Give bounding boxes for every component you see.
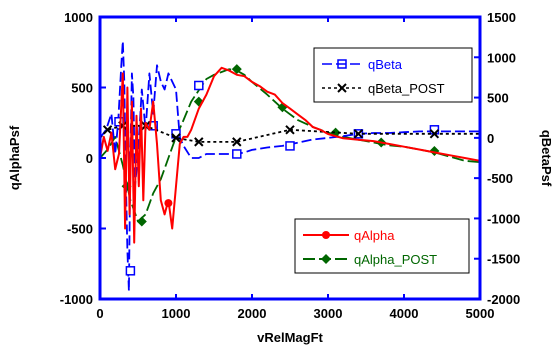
x-tick-label: 4000 xyxy=(390,306,419,321)
legend-top: qBeta qBeta_POST xyxy=(313,47,473,103)
legend-top-box xyxy=(313,47,473,103)
x-tick-label: 5000 xyxy=(466,306,495,321)
series-qalpha-line xyxy=(99,66,481,244)
series-qalpha-marker xyxy=(164,199,173,208)
y-axis-right-title: qBetaPsf xyxy=(539,130,554,187)
y-right-tick-label: 500 xyxy=(487,91,509,106)
legend-qbeta-post-marker xyxy=(337,83,347,93)
y-left-tick-label: -1000 xyxy=(60,292,93,307)
y-right-tick-label: 0 xyxy=(487,131,494,146)
series-qbeta-marker xyxy=(125,266,136,276)
legend-qalpha-marker xyxy=(322,231,330,239)
x-tick-label: 3000 xyxy=(314,306,343,321)
y-axis-left-title: qAlphaPsf xyxy=(7,125,22,190)
x-axis-title: vRelMagFt xyxy=(257,330,323,345)
y-right-tick-label: -1000 xyxy=(487,211,520,226)
legend-qalpha-post-marker xyxy=(321,254,331,264)
x-tick-label: 2000 xyxy=(238,306,267,321)
series-qbeta-post-marker xyxy=(232,137,242,147)
series-qbeta-post-marker xyxy=(171,133,181,143)
y-right-tick-label: -500 xyxy=(487,171,513,186)
series-qalpha-post-line xyxy=(99,68,481,223)
y-left-tick-label: 500 xyxy=(71,81,93,96)
series-qalpha-post-marker xyxy=(231,64,242,75)
series-qbeta-post-marker xyxy=(353,129,364,139)
y-right-tick-label: -1500 xyxy=(487,252,520,267)
legend-qbeta-post-label: qBeta_POST xyxy=(368,81,445,96)
y-left-tick-label: -500 xyxy=(67,222,93,237)
series-qbeta-marker xyxy=(232,149,242,159)
series-qbeta-marker xyxy=(194,80,204,91)
legend-qalpha-post-label: qAlpha_POST xyxy=(354,252,437,267)
series-qbeta-post-marker xyxy=(194,137,204,147)
y-right-tick-label: 1000 xyxy=(487,50,516,65)
y-right-tick-label: 1500 xyxy=(487,10,516,25)
plot-frame xyxy=(98,15,482,301)
legend-bottom-box xyxy=(294,218,470,274)
x-tick-label: 1000 xyxy=(162,306,191,321)
legend-qbeta-label: qBeta xyxy=(368,57,403,72)
x-tick-label: 0 xyxy=(96,306,103,321)
series-qbeta-line xyxy=(99,40,480,292)
series-qbeta-marker xyxy=(285,141,295,151)
series-qbeta-post-marker xyxy=(102,125,113,135)
y-left-tick-label: 0 xyxy=(86,151,93,166)
legend-bottom: qAlpha qAlpha_POST xyxy=(294,218,470,274)
series-qalpha-post-marker xyxy=(136,216,147,227)
legend-qalpha-label: qAlpha xyxy=(354,228,395,243)
y-left-tick-label: 1000 xyxy=(64,10,93,25)
legend-qbeta-marker xyxy=(337,59,347,69)
y-right-tick-label: -2000 xyxy=(487,292,520,307)
series-qbeta-post-marker xyxy=(429,129,440,139)
series-qbeta-post-marker xyxy=(285,125,295,135)
